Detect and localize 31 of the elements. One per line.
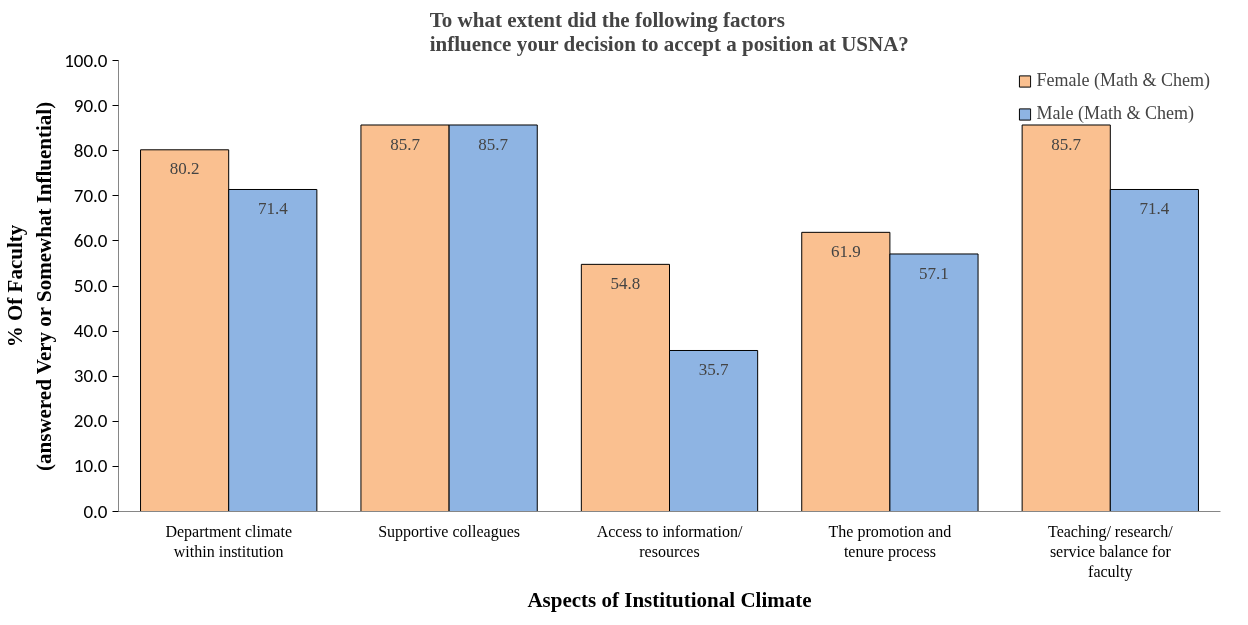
x-tick-label: Access to information/ resources <box>596 522 743 560</box>
y-tick-label: 10.0 <box>73 454 108 478</box>
data-label: 57.1 <box>919 263 949 283</box>
data-label: 80.2 <box>169 159 200 179</box>
x-tick-label: Teaching/ research/ service balance for faculty <box>1048 522 1174 582</box>
chart-title: To what extent did the following factors influence your decision to accept a position at USNA? <box>429 7 909 56</box>
data-label: 35.7 <box>698 360 729 380</box>
y-tick-label: 100.0 <box>64 48 108 72</box>
y-tick-label: 30.0 <box>73 364 108 388</box>
y-tick-label: 80.0 <box>73 138 108 162</box>
y-tick-label: 40.0 <box>73 319 108 343</box>
x-tick-label: The promotion and tenure process <box>828 522 952 561</box>
legend-label: Male (Math & Chem) <box>1036 103 1194 124</box>
data-label: 71.4 <box>1139 199 1170 219</box>
y-tick-label: 90.0 <box>73 93 108 117</box>
data-label: 85.7 <box>390 134 421 154</box>
y-axis-title: % Of Faculty (answered Very or Somewhat Influential) <box>3 101 57 471</box>
x-axis-title: Aspects of Institutional Climate <box>527 588 812 613</box>
y-tick-label: 50.0 <box>73 274 108 297</box>
data-label: 71.4 <box>257 199 289 219</box>
y-tick-label: 20.0 <box>73 409 108 433</box>
data-label: 61.9 <box>830 241 861 261</box>
y-tick-label: 0.0 <box>83 499 108 523</box>
legend-label: Female (Math & Chem) <box>1036 70 1210 91</box>
data-label: 54.8 <box>610 273 641 293</box>
x-tick-label: Supportive colleagues <box>378 522 520 541</box>
data-label: 85.7 <box>478 134 509 154</box>
y-tick-label: 60.0 <box>73 228 108 252</box>
x-tick-label: Department climate within institution <box>165 522 292 560</box>
y-tick-label: 70.0 <box>73 183 108 207</box>
data-label: 85.7 <box>1051 134 1082 154</box>
